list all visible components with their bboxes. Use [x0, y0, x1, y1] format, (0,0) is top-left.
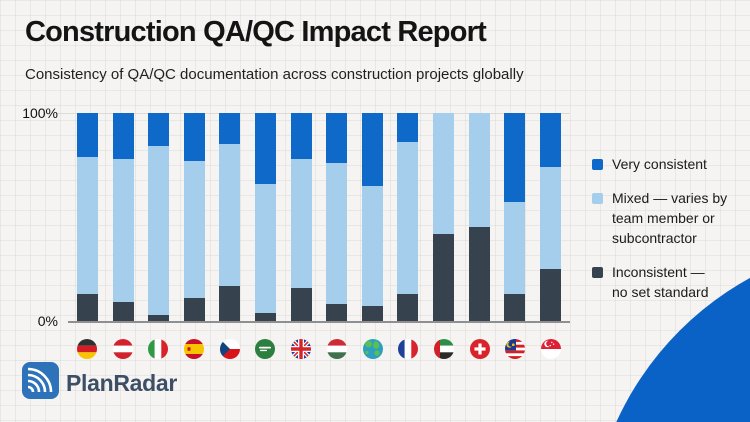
segment-mixed	[361, 185, 383, 307]
flag-hungary	[326, 339, 347, 359]
bar-czech-republic	[219, 113, 241, 321]
segment-inconsistent	[504, 293, 526, 321]
bar-italy	[148, 113, 170, 321]
segment-mixed	[183, 160, 205, 299]
planradar-logo-icon	[22, 362, 59, 404]
flag-uae	[433, 339, 454, 359]
flag-czech-republic	[219, 339, 240, 359]
legend-swatch-very-consistent	[592, 159, 603, 170]
segment-inconsistent	[112, 302, 134, 321]
bar-hungary	[326, 113, 348, 321]
page-title: Construction QA/QC Impact Report	[25, 16, 487, 48]
legend-label: Very consistent	[612, 156, 707, 172]
segment-mixed	[397, 142, 419, 294]
y-axis-label-100: 100%	[22, 105, 58, 121]
segment-inconsistent	[468, 227, 490, 321]
legend-item-inconsistent: Inconsistent — no set standard	[592, 262, 744, 302]
segment-inconsistent	[361, 306, 383, 321]
bar-united-arab-emirates	[433, 113, 455, 321]
flag-germany	[77, 339, 97, 359]
segment-mixed	[148, 146, 170, 315]
flag-switzerland	[469, 339, 490, 359]
page-subtitle: Consistency of QA/QC documentation acros…	[25, 66, 524, 83]
segment-inconsistent	[326, 304, 348, 321]
segment-mixed	[326, 162, 348, 305]
segment-inconsistent	[539, 268, 561, 321]
bar-france	[397, 113, 419, 321]
segment-inconsistent	[77, 293, 98, 321]
flag-singapore	[540, 339, 561, 359]
segment-mixed	[112, 158, 134, 303]
segment-very	[326, 113, 348, 163]
bar-spain	[183, 113, 205, 321]
segment-inconsistent	[397, 293, 419, 321]
segment-very	[290, 113, 312, 159]
x-axis-flags	[77, 339, 561, 359]
bar-switzerland	[468, 113, 490, 321]
planradar-logo-text: PlanRadar	[66, 369, 178, 396]
planradar-logo: PlanRadar	[22, 362, 177, 404]
segment-very	[148, 113, 170, 147]
bar-saudi-arabia	[255, 113, 277, 321]
chart-legend: Very consistent Mixed — varies by team m…	[592, 154, 744, 316]
flag-united-kingdom	[291, 339, 312, 359]
segment-mixed	[468, 113, 490, 228]
bar-malaysia	[504, 113, 526, 321]
legend-item-very-consistent: Very consistent	[592, 154, 744, 174]
segment-very	[219, 113, 241, 145]
bar-global	[361, 113, 383, 321]
y-axis-label-0: 0%	[37, 313, 58, 329]
flag-spain	[184, 339, 205, 359]
bar-austria	[112, 113, 134, 321]
segment-very	[183, 113, 205, 161]
segment-very	[539, 113, 561, 168]
flag-saudi-arabia	[255, 339, 276, 359]
flag-france	[398, 339, 419, 359]
legend-swatch-mixed	[592, 193, 603, 204]
flag-austria	[112, 339, 133, 359]
segment-mixed	[539, 167, 561, 269]
segment-mixed	[255, 183, 277, 313]
segment-mixed	[433, 113, 455, 234]
bars-container	[77, 113, 561, 321]
segment-mixed	[504, 202, 526, 294]
globe-icon	[362, 339, 383, 359]
segment-very	[504, 113, 526, 203]
segment-inconsistent	[219, 285, 241, 321]
legend-swatch-inconsistent	[592, 267, 603, 278]
segment-inconsistent	[433, 233, 455, 321]
segment-very	[255, 113, 277, 184]
flag-malaysia	[505, 339, 526, 359]
bar-united-kingdom	[290, 113, 312, 321]
segment-inconsistent	[255, 312, 277, 321]
segment-inconsistent	[148, 314, 170, 321]
segment-very	[77, 113, 98, 157]
legend-label: Mixed — varies by team member or subcont…	[612, 190, 728, 246]
legend-item-mixed: Mixed — varies by team member or subcont…	[592, 188, 744, 248]
segment-very	[361, 113, 383, 186]
bar-germany	[77, 113, 98, 321]
bar-singapore	[539, 113, 561, 321]
flag-italy	[148, 339, 169, 359]
segment-mixed	[290, 158, 312, 288]
stacked-bar-chart: 100% 0%	[22, 105, 570, 329]
legend-label: Inconsistent — no set standard	[612, 264, 709, 300]
segment-very	[397, 113, 419, 143]
segment-mixed	[219, 144, 241, 286]
segment-very	[112, 113, 134, 159]
segment-mixed	[77, 156, 98, 294]
segment-inconsistent	[183, 298, 205, 321]
segment-inconsistent	[290, 287, 312, 321]
